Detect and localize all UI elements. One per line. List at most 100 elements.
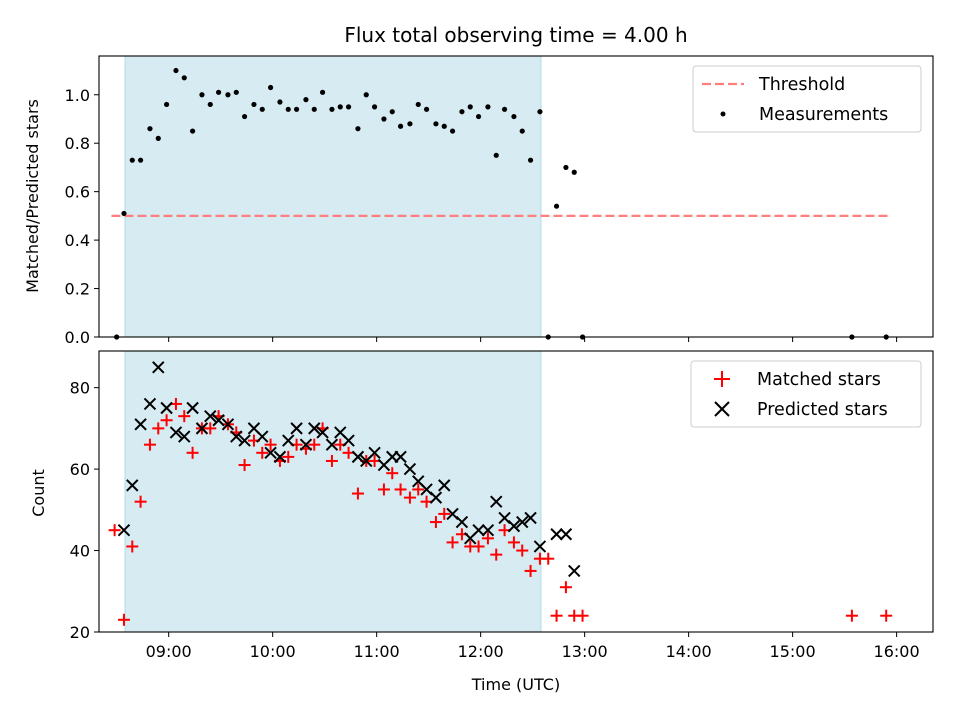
predicted-star-point [169,426,183,439]
chart-title: Flux total observing time = 4.00 h [344,23,687,47]
measurement-point [233,89,239,95]
legend-measurements-swatch [720,111,726,117]
matched-star-point [542,552,555,565]
measurement-point [267,84,274,91]
top-axes-frame [98,55,934,338]
legend-predicted-swatch [714,401,730,417]
measurement-point [225,92,231,98]
predicted-star-point [152,361,165,374]
matched-star-point [134,495,147,508]
top-ytick-label: 0.8 [65,134,90,153]
measurement-point [189,128,196,134]
bottom-xtick-label: 16:00 [874,642,920,661]
matched-star-point [481,532,494,545]
measurement-point [277,99,283,105]
bottom-x-ticks: 09:00 10:00 11:00 12:00 13:00 14:00 15:00 16:00 [146,632,920,661]
measurement-point [137,157,144,163]
measurement-point [303,97,309,103]
matched-star-point [438,507,451,520]
top-legend-box [692,65,922,133]
measurement-point [319,89,326,95]
legend-predicted-label: Predicted stars [757,400,888,420]
bottom-shaded-span [124,350,542,633]
measurement-point [181,75,187,81]
measurement-point [329,106,335,112]
bottom-ytick-label: 60 [70,460,90,479]
matched-star-point [490,548,503,561]
measurement-point [519,128,525,134]
matched-star-point [845,609,858,622]
measurement-point [389,109,395,115]
predicted-star-point [134,418,147,431]
matched-star-point [160,414,173,427]
predicted-star-point [117,523,131,537]
predicted-star-point [403,462,417,476]
measurement-point [527,157,534,163]
measurement-point [345,104,352,110]
measurement-point [433,121,439,127]
matched-star-point [394,483,407,496]
top-shaded-span [124,55,542,338]
top-panel: 0.0 0.2 0.4 0.6 0.8 1.0 Matched/Predicted sta… [23,55,934,347]
measurement-point [215,89,222,95]
matched-star-point [238,459,251,472]
predicted-star-point [516,515,529,529]
matched-star-point [143,438,156,451]
predicted-star-point [438,479,451,492]
measurement-point [147,126,153,132]
measurement-point [467,104,473,110]
predicted-star-point [368,446,381,460]
measurement-point [381,116,387,122]
top-ytick-label: 0.6 [65,183,90,202]
bottom-panel: 20 40 60 80 09:00 10:00 11:00 12:00 13:00 14:00 1… [29,350,934,694]
matched-star-point [403,491,416,504]
matched-star-point [256,446,269,459]
bottom-xtick-label: 09:00 [146,642,192,661]
measurement-point [511,113,517,120]
predicted-star-point [282,434,295,447]
predicted-star-point [472,523,485,537]
predicted-star-point [264,446,277,460]
measurement-point [241,113,248,120]
predicted-star-point [524,511,537,525]
predicted-star-point [204,409,217,423]
measurement-point [199,92,205,98]
measurement-point [415,101,421,108]
measurement-point [485,104,491,110]
bottom-axes-frame [98,350,934,633]
predicted-star-point [325,438,339,451]
predicted-star-point [178,430,191,443]
matched-star-point [377,483,390,496]
bottom-y-ticks: 20 40 60 80 [70,379,99,642]
matched-star-point [282,450,295,463]
predicted-star-point [230,430,243,443]
matched-star-point [186,446,199,459]
legend-matched-swatch [714,371,730,387]
measurement-point [571,169,577,175]
measurement-point [501,106,508,112]
matched-star-point [429,516,442,529]
measurement-point [173,67,179,74]
matched-star-point [386,467,399,480]
bottom-xtick-label: 13:00 [562,642,608,661]
measurement-point [563,164,569,171]
predicted-star-point [481,523,495,537]
predicted-star-point [256,430,269,443]
bottom-ytick-label: 20 [70,623,90,642]
predicted-star-point [533,540,547,553]
measurement-point [163,101,170,108]
predicted-star-point [550,528,563,541]
predicted-star-point [290,422,303,435]
predicted-star-point [126,479,139,492]
measurement-point [355,126,361,132]
predicted-star-point [299,438,313,451]
measurement-point [337,104,343,110]
measurement-point [537,109,543,115]
measurement-point [251,101,257,108]
predicted-star-point [273,450,287,464]
predicted-star-point [559,528,573,541]
matched-star-point [264,438,277,451]
matched-star-point [117,613,130,626]
predicted-star-point [221,418,235,431]
top-ytick-label: 0.2 [65,280,90,299]
